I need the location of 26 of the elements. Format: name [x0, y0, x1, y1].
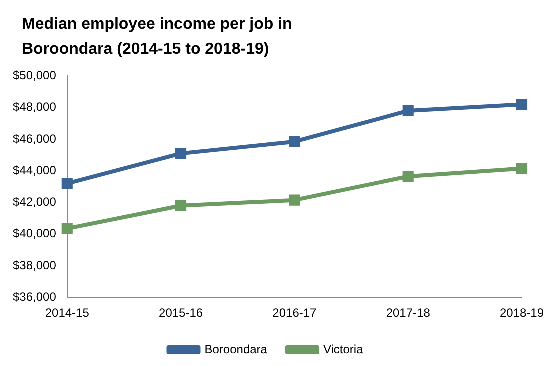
- x-tick-label: 2015-16: [159, 306, 204, 320]
- y-tick-label: $42,000: [12, 195, 57, 210]
- point: [516, 163, 528, 174]
- y-tick-label: $46,000: [12, 132, 57, 146]
- y-tick-label: $38,000: [12, 258, 57, 272]
- y-tick-label: $40,000: [12, 226, 57, 241]
- point: [402, 171, 414, 182]
- x-tick-label: 2014-15: [45, 306, 90, 320]
- y-tick-label: $48,000: [12, 100, 57, 114]
- y-tick-label: $44,000: [12, 163, 57, 178]
- chart-title: Median employee income per job in Boroondara (2014-15 to 2018-19): [22, 15, 294, 60]
- point: [289, 194, 300, 206]
- point: [175, 148, 187, 160]
- legend-label: Victoria: [323, 342, 364, 356]
- y-tick-label: $36,000: [12, 290, 57, 304]
- legend-label: Boroondara: [204, 342, 268, 356]
- point: [516, 99, 528, 110]
- point: [62, 178, 73, 190]
- x-tick-label: 2018-19: [500, 306, 544, 320]
- point: [175, 200, 187, 212]
- x-tick-label: 2016-17: [272, 306, 318, 320]
- point: [402, 105, 414, 117]
- point: [289, 136, 300, 148]
- y-tick-label: $50,000: [12, 68, 57, 83]
- x-tick-label: 2017-18: [386, 306, 431, 320]
- point: [62, 223, 73, 234]
